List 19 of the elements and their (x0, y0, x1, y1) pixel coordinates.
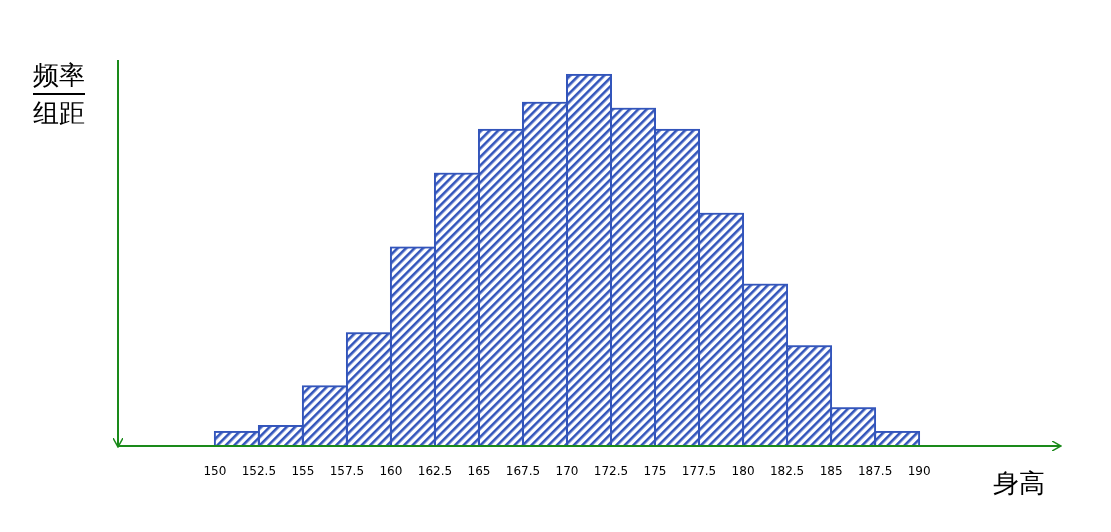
x-tick-label: 152.5 (241, 463, 277, 478)
x-tick-label: 165 (467, 463, 491, 478)
x-tick-label: 167.5 (505, 463, 541, 478)
x-tick-label: 177.5 (681, 463, 717, 478)
x-tick-label: 175 (643, 463, 667, 478)
x-tick-label: 185 (819, 463, 843, 478)
x-tick-label: 190 (907, 463, 931, 478)
x-tick-label: 187.5 (857, 463, 893, 478)
x-tick-label: 162.5 (417, 463, 453, 478)
x-tick-label: 172.5 (593, 463, 629, 478)
x-tick-label: 180 (731, 463, 755, 478)
x-tick-label: 157.5 (329, 463, 365, 478)
x-tick-label: 150 (203, 463, 227, 478)
x-tick-label: 182.5 (769, 463, 805, 478)
x-tick-label: 170 (555, 463, 579, 478)
x-tick-label: 160 (379, 463, 403, 478)
y-axis-title: 频率组距 (32, 59, 86, 130)
x-tick-label: 155 (291, 463, 315, 478)
x-axis-title: 身高 (993, 467, 1045, 500)
